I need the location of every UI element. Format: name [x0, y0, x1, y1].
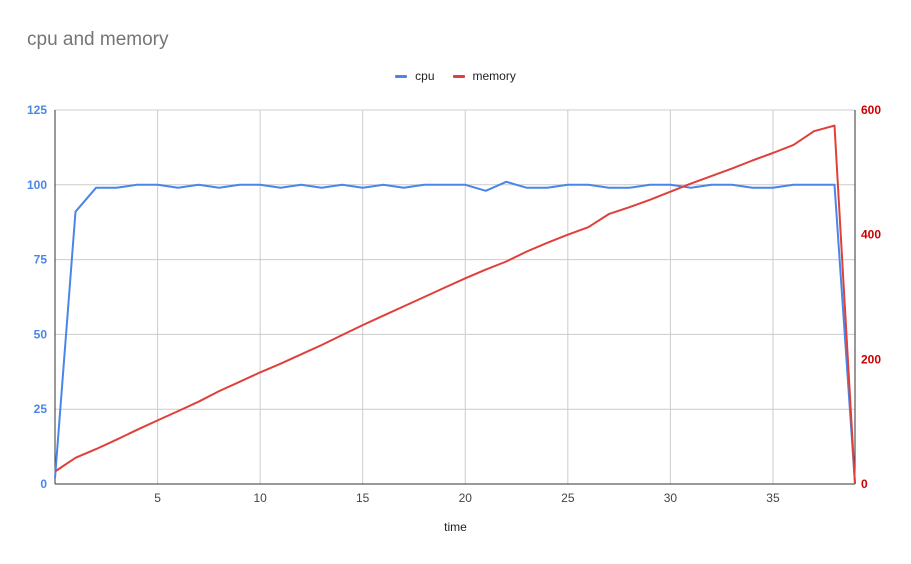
y-tick-label-right: 600: [861, 103, 881, 117]
series-lines: [54, 124, 856, 485]
x-tick-label: 20: [459, 491, 473, 505]
y-tick-label-left: 25: [34, 402, 48, 416]
x-tick-label: 10: [253, 491, 267, 505]
x-tick-label: 35: [766, 491, 780, 505]
legend-swatch-cpu: [395, 74, 408, 78]
y-tick-label-right: 0: [861, 477, 868, 491]
legend-label-cpu: cpu: [415, 69, 435, 83]
y-tick-label-left: 100: [27, 178, 47, 192]
chart-title: cpu and memory: [27, 29, 169, 50]
x-tick-label: 25: [561, 491, 575, 505]
legend-label-memory: memory: [472, 69, 516, 83]
y-tick-label-left: 125: [27, 103, 47, 117]
series-line-memory: [54, 124, 856, 485]
x-tick-label: 5: [154, 491, 161, 505]
y-tick-label-left: 0: [40, 477, 47, 491]
tick-labels: 0 25 50 75 100 125 5 10 15 20 25 30 35 0 200 400 600: [27, 103, 881, 505]
axes: [54, 110, 856, 485]
series-line-cpu: [54, 180, 856, 485]
y-tick-label-left: 50: [34, 327, 48, 341]
x-tick-label: 15: [356, 491, 370, 505]
grid-lines: [55, 109, 855, 484]
y-tick-label-left: 75: [34, 253, 48, 267]
chart-legend: cpu memory: [0, 69, 911, 83]
legend-swatch-memory: [452, 74, 465, 78]
x-tick-label: 30: [664, 491, 678, 505]
legend-item-cpu[interactable]: cpu: [395, 69, 435, 83]
y-tick-label-right: 200: [861, 352, 881, 366]
y-tick-label-right: 400: [861, 228, 881, 242]
legend-item-memory[interactable]: memory: [452, 69, 516, 83]
x-axis-label: time: [444, 520, 467, 534]
